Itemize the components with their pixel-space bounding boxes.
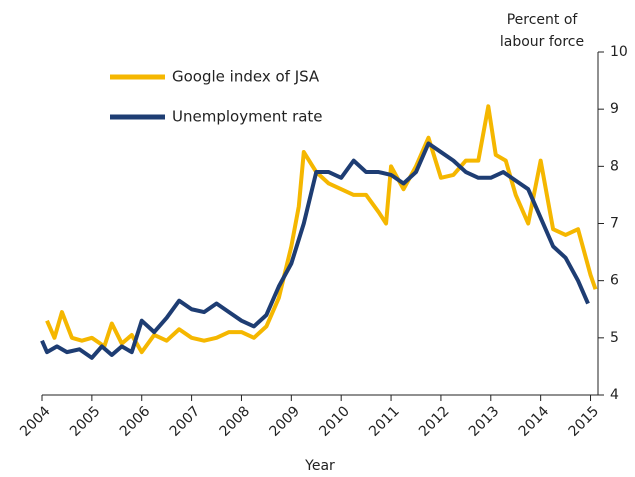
- x-tick-label: 2014: [516, 403, 553, 440]
- y-axis-label: labour force: [500, 34, 584, 50]
- y-tick-label: 9: [610, 101, 619, 117]
- y-tick-label: 7: [610, 216, 619, 232]
- x-tick-label: 2010: [316, 403, 353, 440]
- x-tick-label: 2013: [466, 403, 503, 440]
- y-tick-label: 10: [610, 44, 628, 60]
- x-tick-label: 2012: [416, 403, 453, 440]
- x-tick-label: 2006: [117, 403, 154, 440]
- x-tick-label: 2008: [217, 403, 254, 440]
- x-tick-label: 2007: [167, 403, 204, 440]
- y-tick-label: 5: [610, 330, 619, 346]
- series-line: [45, 104, 598, 355]
- y-tick-label: 4: [610, 387, 619, 403]
- y-tick-label: 8: [610, 158, 619, 174]
- legend-label: Google index of JSA: [172, 68, 320, 86]
- series-line: [40, 141, 590, 360]
- x-tick-label: 2005: [67, 403, 104, 440]
- x-tick-label: 2015: [566, 403, 603, 440]
- x-tick-label: 2011: [366, 403, 403, 440]
- y-tick-label: 6: [610, 273, 619, 289]
- x-axis-label: Year: [304, 458, 335, 474]
- x-tick-label: 2004: [17, 403, 54, 440]
- legend-label: Unemployment rate: [172, 108, 323, 126]
- y-axis-label: Percent of: [507, 12, 579, 28]
- x-tick-label: 2009: [266, 403, 303, 440]
